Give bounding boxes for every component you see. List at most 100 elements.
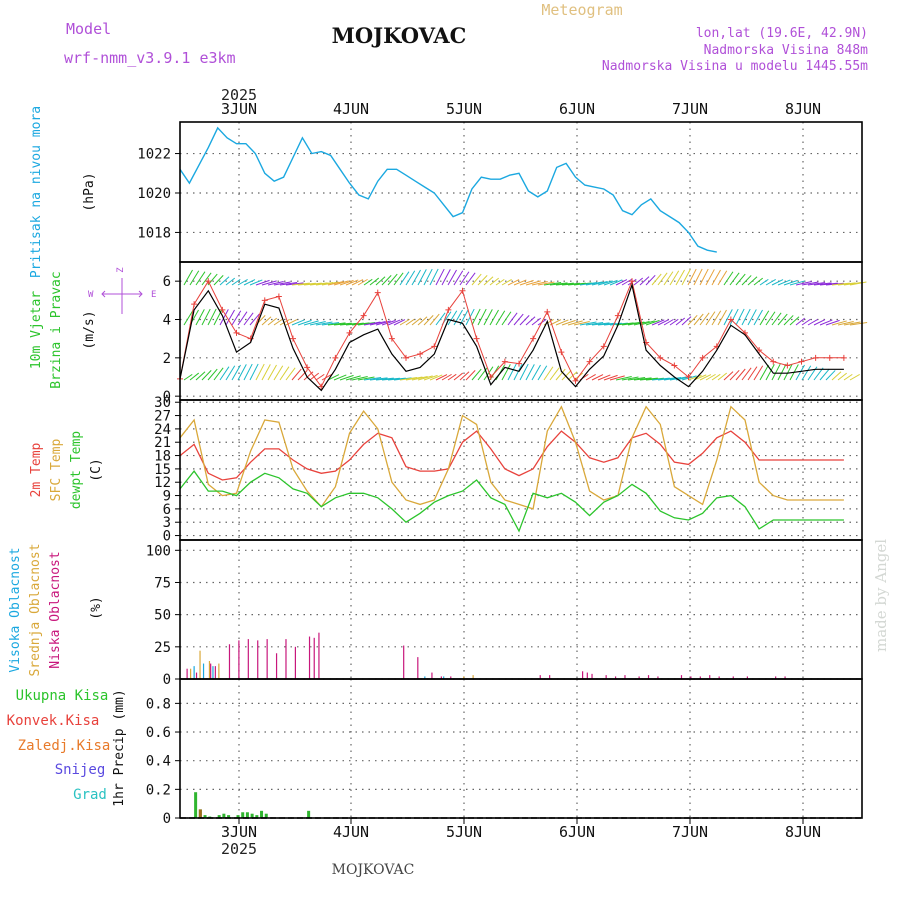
temp-ytick-label: 6 <box>163 502 171 518</box>
wind-arrow <box>279 366 290 381</box>
wind-gust-marker <box>784 362 791 369</box>
wind-arrow <box>813 319 826 326</box>
wind-arrow <box>297 319 312 326</box>
wind-arrow <box>771 312 782 326</box>
wind-arrow <box>387 319 401 326</box>
wind-arrow <box>531 317 542 326</box>
pressure-axis-title: Pritisak na nivou mora <box>29 106 44 278</box>
precip-bar <box>260 810 264 818</box>
wind-arrow <box>357 376 375 381</box>
wind-arrow <box>717 270 728 286</box>
wind-arrow <box>351 279 364 286</box>
wind-arrow <box>663 318 674 326</box>
wind-arrow <box>555 319 569 326</box>
day-label-top: 3JUN <box>221 100 257 118</box>
cloud-axis-title-low: Niska Oblacnost <box>48 551 63 668</box>
wind-arrow <box>363 278 373 286</box>
wind-arrow <box>525 316 536 326</box>
wind-arrow <box>243 312 254 326</box>
model-elevation-text: Nadmorska Visina u modelu 1445.55m <box>602 59 868 74</box>
wind-arrow <box>735 273 746 286</box>
cloud-ytick-label: 75 <box>154 575 171 591</box>
precip-bar <box>250 813 254 818</box>
wind-arrow <box>531 364 541 381</box>
wind-gust-marker <box>487 374 494 380</box>
wind-arrow <box>765 311 776 326</box>
wind-arrow <box>747 276 758 286</box>
temp-axis-title-2m: 2m Temp <box>29 442 44 497</box>
wind-ytick-label: 4 <box>163 313 171 329</box>
wind-arrow <box>561 282 580 286</box>
wind-arrow <box>795 317 806 326</box>
wind-arrow <box>345 279 359 286</box>
wind-arrow <box>771 363 781 381</box>
wind-arrow <box>645 274 656 286</box>
wind-gust-marker <box>219 306 226 313</box>
wind-arrow <box>399 376 418 381</box>
wind-gust-marker <box>332 354 339 361</box>
wind-arrow <box>519 315 530 326</box>
wind-arrow <box>261 364 271 381</box>
wind-arrow <box>633 277 644 286</box>
precip-bar <box>203 815 207 818</box>
wind-arrow <box>759 364 769 381</box>
wind-arrow <box>351 375 368 381</box>
wind-gust-marker <box>756 347 763 354</box>
wind-arrow <box>279 318 290 326</box>
wind-arrow <box>705 269 715 286</box>
wind-arrow <box>507 312 518 326</box>
wind-arrow <box>663 376 682 381</box>
wind-arrow <box>849 373 860 381</box>
wind-arrow <box>285 367 296 381</box>
wind-arrow <box>759 310 770 326</box>
wind-arrow <box>705 311 716 326</box>
wind-arrow <box>825 319 840 326</box>
wind-gust-marker <box>374 289 381 296</box>
precip-bar <box>222 813 226 818</box>
model-label: Model <box>66 20 111 38</box>
wind-arrow <box>189 270 200 286</box>
wind-gust-marker <box>586 358 593 365</box>
temp-axis-title-dew: dewpt Temp <box>69 431 84 509</box>
wind-gust-marker <box>501 358 508 365</box>
wind-arrow <box>189 372 200 381</box>
wind-arrow <box>183 269 193 286</box>
wind-arrow <box>225 277 236 286</box>
wind-arrow <box>219 276 230 286</box>
wind-gust-marker <box>275 293 282 300</box>
wind-arrow <box>693 268 703 286</box>
wind-arrow <box>837 282 856 286</box>
temp-ytick-label: 0 <box>163 529 171 545</box>
precip-bar <box>236 815 240 818</box>
wind-arrow <box>507 363 517 381</box>
watermark: made by Angel <box>872 539 890 652</box>
wind-gust-marker <box>346 329 353 336</box>
wind-arrow <box>201 272 212 286</box>
wind-arrow <box>573 282 592 286</box>
pressure-line <box>179 126 717 253</box>
wind-arrow <box>783 315 794 326</box>
wind-arrow <box>423 315 434 326</box>
wind-arrow <box>405 376 423 381</box>
wind-arrow <box>249 279 263 286</box>
wind-arrow <box>657 319 670 326</box>
precip-bar <box>245 812 249 818</box>
wind-arrow <box>321 281 339 286</box>
pressure-unit: (hPa) <box>82 172 97 211</box>
wind-arrow <box>693 313 704 326</box>
temp-ytick-label: 30 <box>154 395 171 411</box>
precip-bar <box>241 812 245 818</box>
wind-gust-marker <box>812 354 819 361</box>
wind-arrow <box>417 375 433 381</box>
wind-arrow <box>195 309 205 326</box>
wind-arrow <box>291 319 305 326</box>
wind-arrow <box>849 281 867 286</box>
wind-arrow <box>477 308 487 326</box>
year-top: 2025 <box>221 86 257 104</box>
wind-arrow <box>501 364 511 381</box>
wind-arrow <box>549 367 560 381</box>
wind-arrow <box>621 321 640 326</box>
wind-arrow <box>519 279 534 286</box>
wind-arrow <box>585 373 596 381</box>
